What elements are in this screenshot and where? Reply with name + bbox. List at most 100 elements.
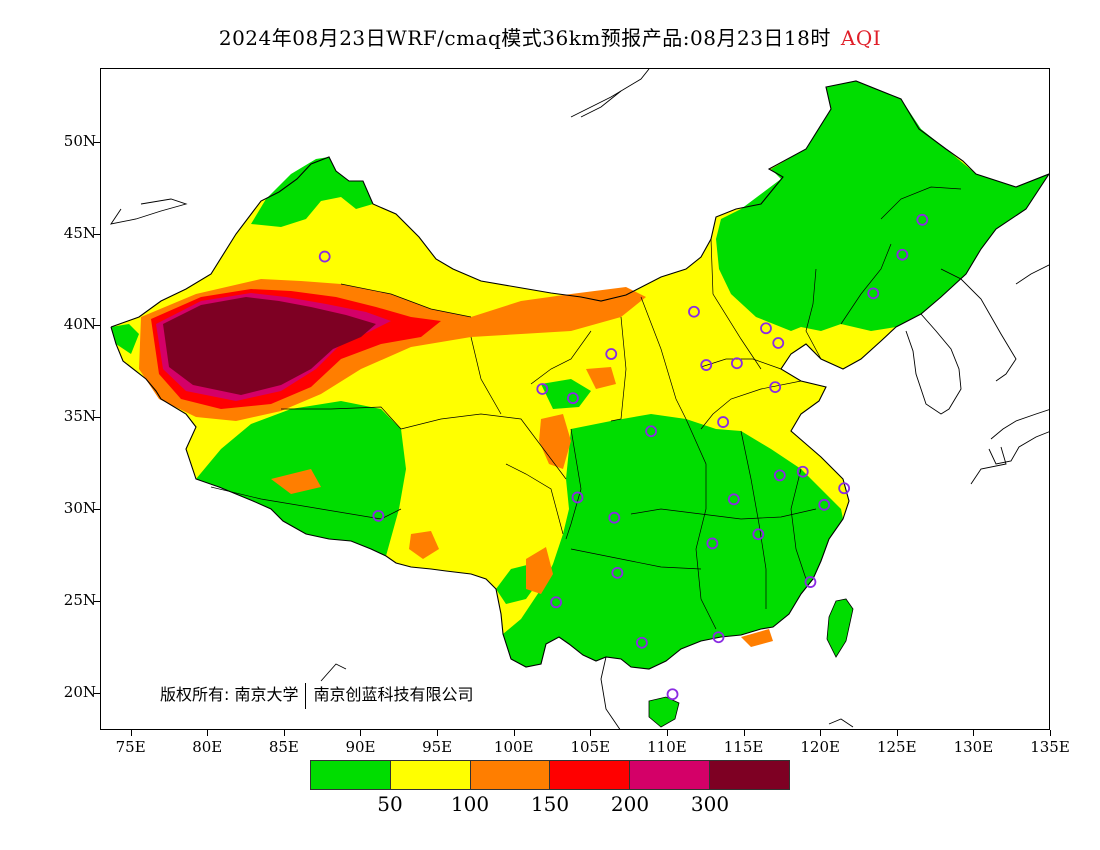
city-station-marker [760,322,772,335]
province-boundary [685,418,717,630]
city-station-marker [318,250,331,263]
city-station-marker [605,348,618,360]
bay-of-bengal-coast [320,663,347,682]
credit-org1: 南京大学 [234,685,299,704]
lon-tick [283,730,285,736]
japan-kyushu [970,446,1007,485]
map-title: 2024年08月23日WRF/cmaq模式36km预报产品:08月23日18时 A… [0,22,1100,51]
province-boundary [700,380,802,430]
legend-swatch [311,761,391,789]
city-station-marker [752,528,765,541]
aqi-patch-usg [526,547,553,594]
province-boundary [640,296,687,420]
lon-label: 90E [345,738,376,756]
lon-tick [973,730,975,736]
province-boundary [610,316,627,422]
credit-org2: 南京创蓝科技有限公司 [313,685,474,704]
aqi-region-good [503,414,843,669]
city-station-marker [712,631,725,644]
province-boundary [840,243,892,325]
city-station-marker [838,482,851,495]
aqi-patch-usg [409,531,439,559]
copyright-credit: 版权所有: 南京大学 南京创蓝科技有限公司 [160,681,474,709]
lon-label: 100E [493,738,534,756]
lon-tick [360,730,362,736]
city-station-marker [727,493,740,506]
lat-tick [94,601,100,603]
lake-baikal-2 [580,90,622,118]
legend-swatch [550,761,631,789]
aqi-patch-usg [741,629,773,647]
sakhalin [1015,264,1049,285]
lon-tick [130,730,132,736]
legend-swatch [390,761,471,789]
philippines-hint [828,718,854,728]
city-station-marker [796,465,809,478]
city-station-marker [717,416,729,428]
legend-label: 150 [530,792,570,816]
city-station-marker [608,511,621,524]
legend-label: 200 [610,792,650,816]
lon-tick [207,730,209,736]
city-station-marker [372,509,385,522]
taiwan-island [826,598,854,658]
city-station-marker [772,337,785,349]
lon-label: 120E [800,738,840,756]
city-station-marker [567,392,579,405]
province-boundary [790,468,807,580]
province-boundary [630,508,817,520]
lake-baikal [570,69,650,118]
lat-label: 40N [63,315,96,334]
legend-swatch [710,761,789,789]
city-station-marker [916,213,929,226]
legend-label: 50 [377,792,403,816]
city-station-marker [645,425,657,438]
station-layer [318,213,929,701]
aqi-region-good [111,324,139,354]
lon-label: 125E [876,738,917,756]
lon-label: 130E [953,738,994,756]
map-frame [100,68,1050,730]
city-station-marker [818,498,831,511]
province-boundary [470,336,502,415]
aqi-fill-layer [111,81,1049,728]
boundary-layer [110,69,1049,729]
korea-outline [905,313,962,415]
city-station-marker [536,383,549,395]
aqi-region-hazardous [163,297,376,395]
lon-label: 85E [268,738,299,756]
lon-label: 95E [422,738,453,756]
lon-label: 105E [570,738,611,756]
city-station-marker [571,491,584,504]
lon-tick [896,730,898,736]
city-station-marker [700,359,713,371]
city-station-marker [666,688,679,701]
lat-label: 35N [63,407,96,426]
title-variable: AQI [840,26,882,50]
lat-tick [94,417,100,419]
lon-tick [743,730,745,736]
province-boundary [210,486,402,520]
legend-swatch [630,761,711,789]
japan-outline [990,409,1049,440]
lat-tick [94,509,100,511]
title-main: 2024年08月23日WRF/cmaq模式36km预报产品:08月23日18时 [218,26,831,50]
lat-tick [94,693,100,695]
aqi-patch-usg [271,469,321,494]
city-station-marker [635,636,648,649]
lat-label: 20N [63,683,96,702]
lon-tick [513,730,515,736]
legend-swatch [470,761,551,789]
lon-tick [666,730,668,736]
province-boundary [565,428,582,540]
aqi-region-good [541,379,591,409]
city-station-marker [896,248,909,261]
lat-label: 45N [63,223,96,242]
legend-label: 100 [450,792,490,816]
lon-label: 110E [647,738,687,756]
province-boundary [530,330,592,385]
lat-tick [94,233,100,235]
city-station-marker [769,381,782,394]
lon-tick [1050,730,1051,736]
lat-tick [94,325,100,327]
